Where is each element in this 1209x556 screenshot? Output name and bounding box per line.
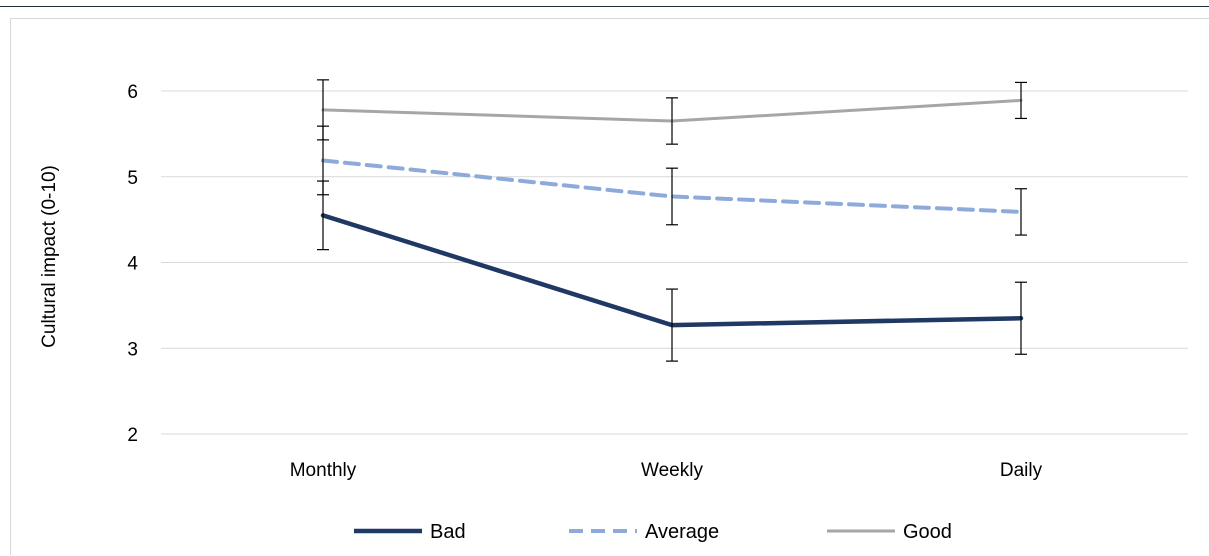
error-bar bbox=[1015, 281, 1027, 355]
y-tick-labels: 2 3 4 5 6 bbox=[127, 82, 138, 446]
y-axis-title: Cultural impact (0-10) bbox=[39, 165, 60, 348]
y-tick-label: 2 bbox=[127, 425, 138, 446]
error-bars bbox=[317, 79, 1027, 362]
legend-label-bad: Bad bbox=[430, 521, 466, 543]
legend: Bad Average Good bbox=[354, 521, 952, 543]
error-bar bbox=[666, 167, 678, 226]
error-bar bbox=[1015, 188, 1027, 236]
error-bar bbox=[666, 97, 678, 145]
top-rule bbox=[0, 0, 1209, 7]
x-tick-label: Daily bbox=[1000, 460, 1043, 481]
y-tick-label: 3 bbox=[127, 339, 138, 360]
y-tick-label: 4 bbox=[127, 254, 138, 275]
x-tick-labels: Monthly Weekly Daily bbox=[290, 460, 1043, 481]
error-bar bbox=[317, 79, 329, 141]
error-bar bbox=[666, 288, 678, 362]
gridlines bbox=[161, 90, 1188, 435]
line-chart: 2 3 4 5 6 Monthly Weekly Daily Cultural impact… bbox=[39, 79, 1188, 543]
y-tick-label: 6 bbox=[127, 82, 138, 103]
legend-label-average: Average bbox=[645, 521, 719, 543]
error-bar bbox=[1015, 81, 1027, 120]
x-tick-label: Monthly bbox=[290, 460, 357, 481]
y-tick-label: 5 bbox=[127, 168, 138, 189]
legend-label-good: Good bbox=[903, 521, 952, 543]
chart-frame: 2 3 4 5 6 Monthly Weekly Daily Cultural impact… bbox=[10, 18, 1209, 555]
x-tick-label: Weekly bbox=[641, 460, 703, 481]
